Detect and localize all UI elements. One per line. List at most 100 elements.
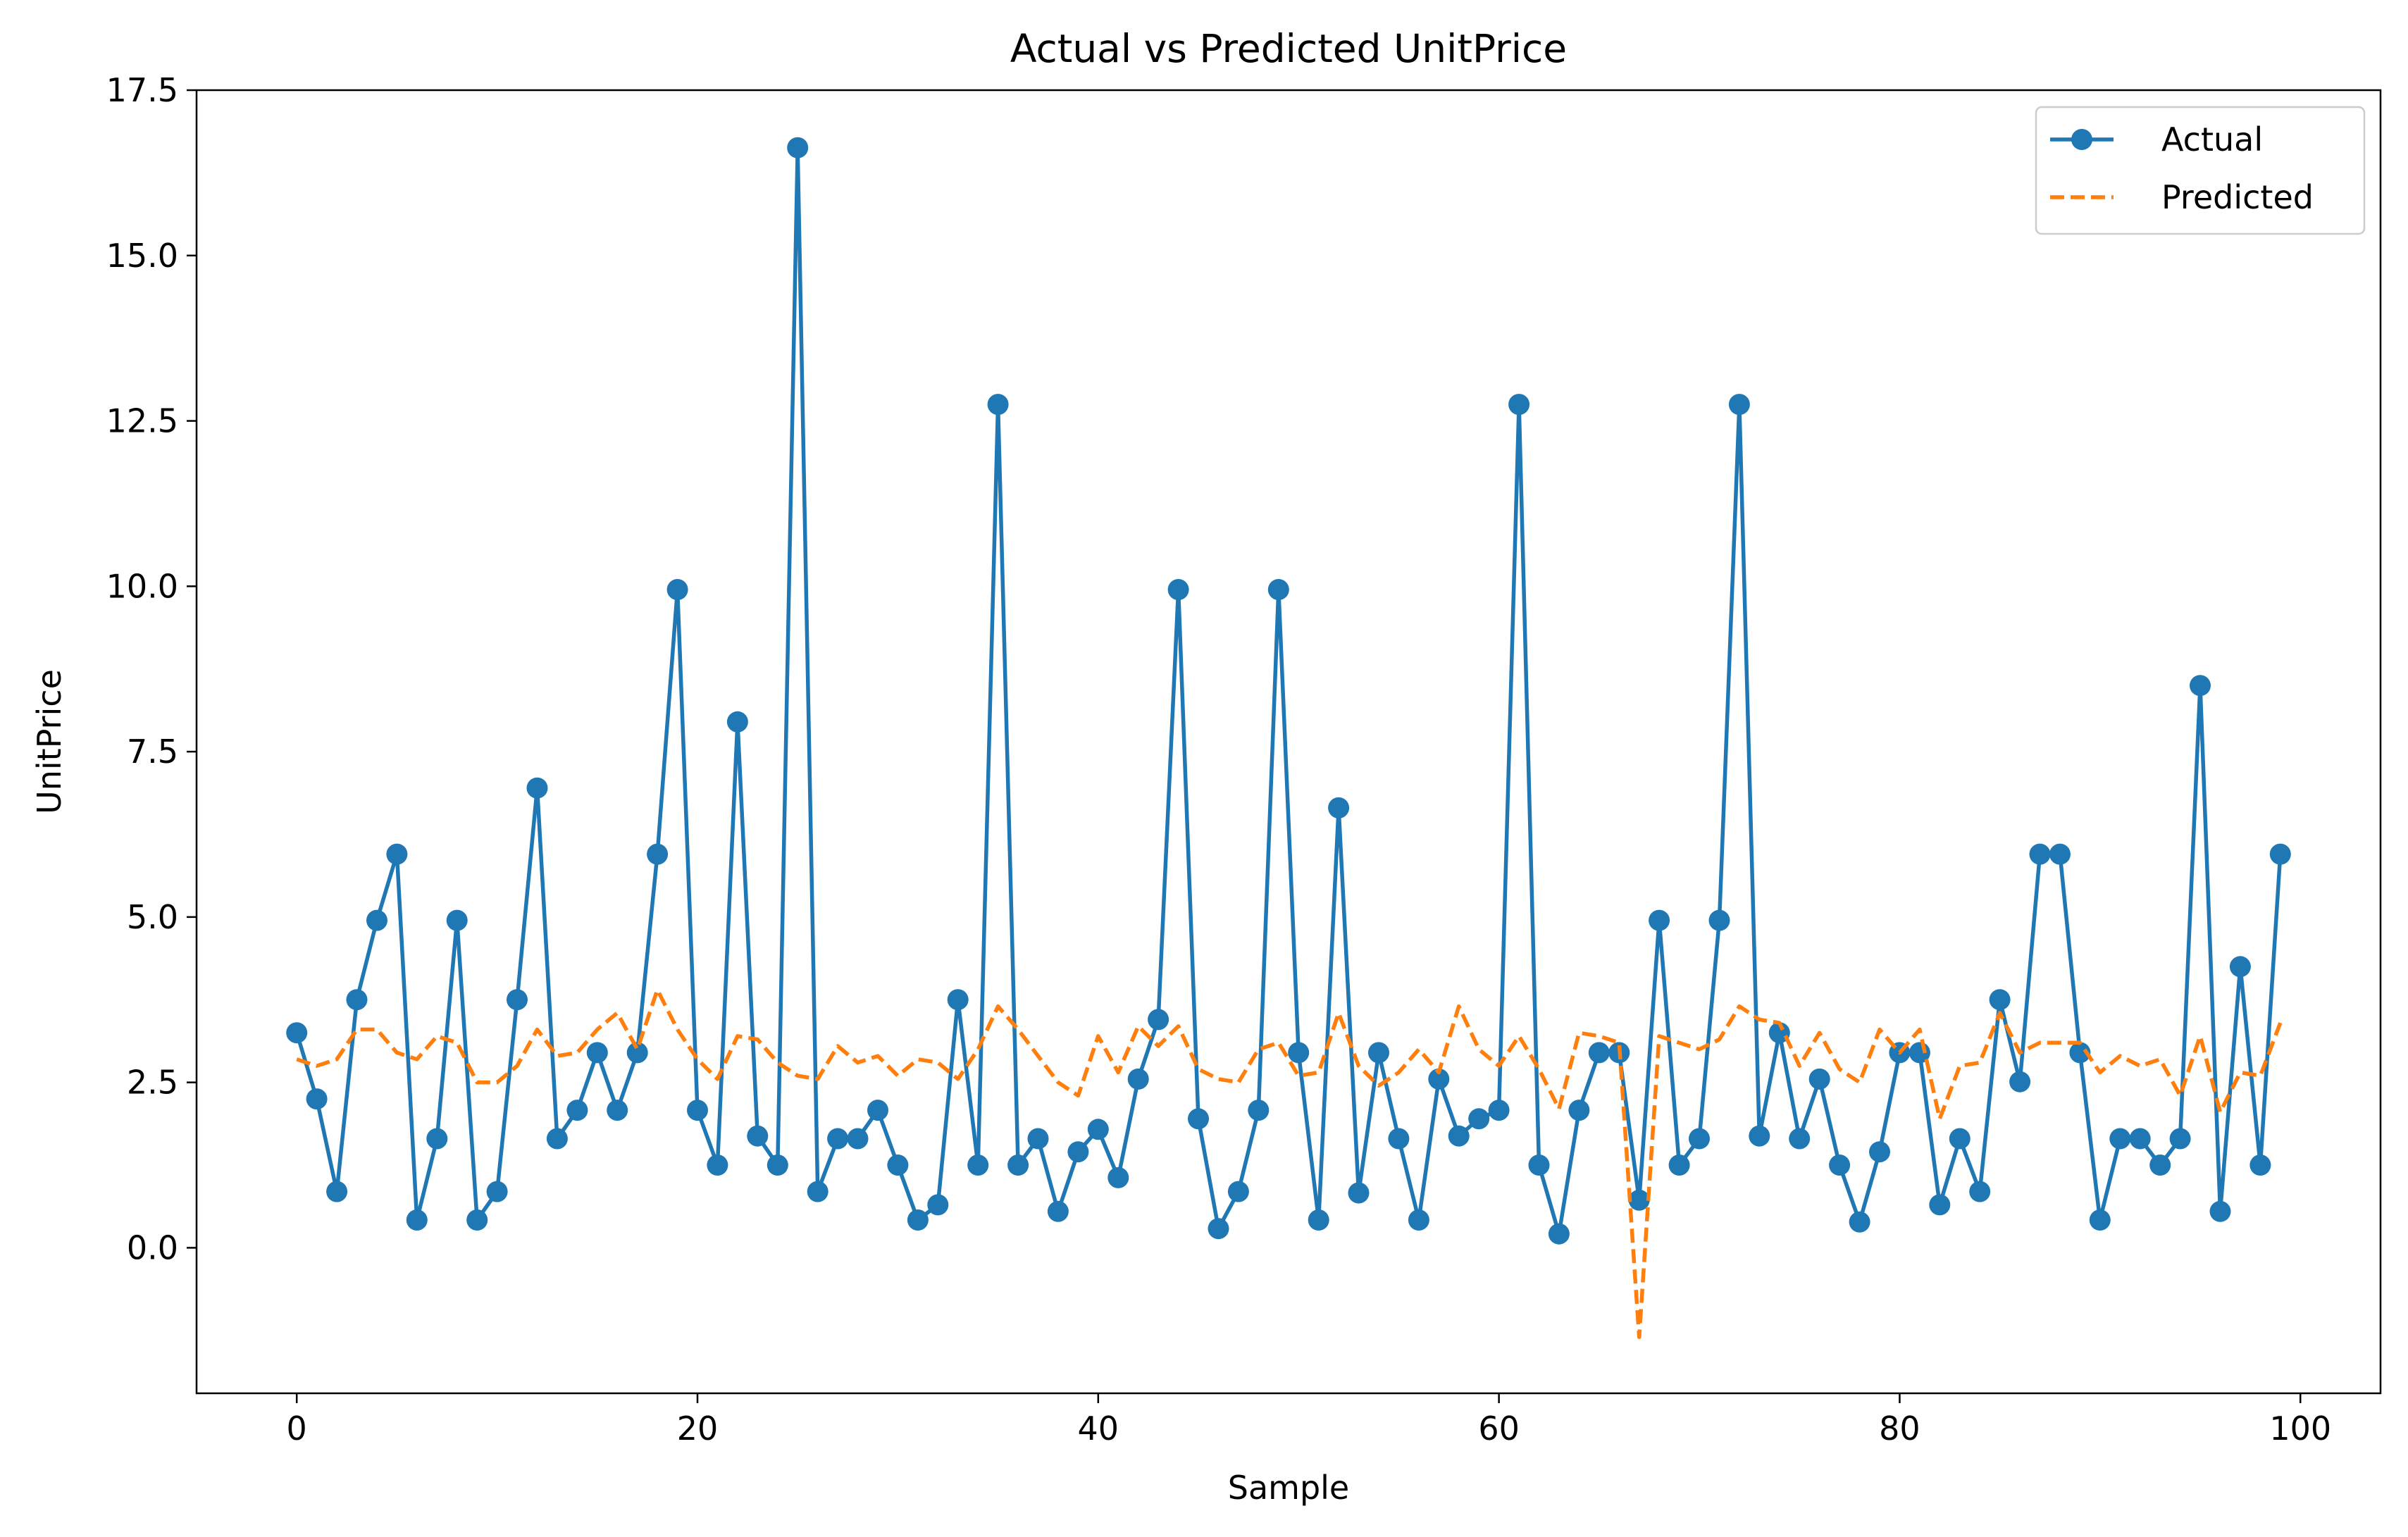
actual-point (586, 1042, 608, 1064)
actual-point (486, 1181, 508, 1202)
actual-point (1227, 1181, 1249, 1202)
actual-point (566, 1100, 588, 1121)
actual-point (526, 777, 548, 799)
actual-point (1148, 1009, 1169, 1031)
actual-point (2269, 843, 2291, 865)
actual-point (1508, 394, 1530, 416)
series-actual-line (294, 145, 2283, 1236)
actual-point (2249, 1155, 2271, 1176)
legend-box (2035, 106, 2366, 235)
actual-point (446, 909, 468, 931)
series-layer (286, 137, 2291, 1339)
y-tick-label: 12.5 (106, 402, 178, 440)
actual-point (1568, 1100, 1590, 1121)
actual-point (1969, 1181, 1991, 1202)
actual-point (847, 1128, 869, 1150)
x-tick-label: 20 (677, 1410, 719, 1448)
actual-point (1388, 1128, 1410, 1150)
actual-point (1428, 1068, 1450, 1090)
actual-point (2129, 1128, 2151, 1150)
actual-point (346, 989, 368, 1011)
actual-point (1708, 909, 1730, 931)
actual-point (326, 1181, 348, 1202)
actual-point (1949, 1128, 1971, 1150)
actual-point (747, 1125, 769, 1147)
actual-point (1649, 909, 1670, 931)
actual-point (1127, 1068, 1149, 1090)
actual-point (1448, 1125, 1470, 1147)
x-tick-label: 40 (1078, 1410, 1119, 1448)
x-tick-label: 0 (287, 1410, 307, 1448)
actual-point (687, 1100, 708, 1121)
actual-point (887, 1155, 909, 1176)
actual-point (1308, 1209, 1329, 1231)
y-axis-ticks: 0.0 2.5 5.0 7.5 10.0 12.5 15.0 17.5 (106, 71, 197, 1267)
actual-point (666, 579, 688, 600)
actual-point (2029, 843, 2051, 865)
actual-point (987, 394, 1009, 416)
actual-point (2229, 956, 2251, 978)
plot-frame (195, 89, 2382, 1395)
y-tick-label: 5.0 (127, 898, 178, 936)
actual-point (1808, 1068, 1830, 1090)
actual-point (1288, 1042, 1310, 1064)
actual-point (1208, 1218, 1229, 1240)
y-tick-label: 0.0 (127, 1228, 178, 1267)
actual-point (306, 1088, 328, 1110)
actual-point (406, 1209, 428, 1231)
y-tick-label: 7.5 (127, 733, 178, 771)
actual-point (2069, 1042, 2091, 1064)
actual-point (366, 909, 387, 931)
legend-actual-marker (2071, 129, 2092, 150)
actual-point (1989, 989, 2011, 1011)
actual-point (1869, 1141, 1890, 1163)
actual-point (1829, 1155, 1851, 1176)
actual-point (2149, 1155, 2171, 1176)
legend: Actual Predicted (2035, 106, 2366, 235)
actual-point (1267, 579, 1289, 600)
actual-point (827, 1128, 849, 1150)
y-tick-label: 15.0 (106, 237, 178, 275)
actual-point (1107, 1166, 1129, 1188)
actual-point (1087, 1119, 1109, 1140)
y-tick-label: 17.5 (106, 71, 178, 109)
actual-point (1408, 1209, 1429, 1231)
y-tick-label: 10.0 (106, 567, 178, 605)
actual-point (1849, 1211, 1870, 1233)
actual-point (546, 1128, 568, 1150)
chart-title: Actual vs Predicted UnitPrice (1010, 26, 1567, 71)
actual-point (707, 1155, 728, 1176)
actual-point (2009, 1071, 2031, 1093)
actual-point (1067, 1141, 1089, 1163)
actual-point (466, 1209, 488, 1231)
y-axis-title: UnitPrice (30, 669, 68, 814)
actual-point (867, 1100, 888, 1121)
actual-point (1749, 1125, 1770, 1147)
actual-point (1047, 1200, 1069, 1222)
actual-point (626, 1042, 648, 1064)
actual-point (507, 989, 528, 1011)
actual-point (1328, 797, 1350, 819)
actual-point (1689, 1128, 1710, 1150)
series-predicted-line (296, 988, 2283, 1339)
actual-point (1027, 1128, 1049, 1150)
actual-point (1528, 1155, 1550, 1176)
actual-point (807, 1181, 828, 1202)
actual-point (787, 137, 809, 158)
actual-point (1007, 1155, 1029, 1176)
x-tick-label: 100 (2269, 1410, 2331, 1448)
y-tick-label: 2.5 (127, 1064, 178, 1102)
actual-point (1668, 1155, 1690, 1176)
actual-point (647, 843, 669, 865)
x-axis-title: Sample (1228, 1469, 1349, 1507)
actual-point (2209, 1200, 2231, 1222)
actual-point (1929, 1194, 1951, 1216)
actual-point (1628, 1189, 1650, 1211)
actual-point (426, 1128, 448, 1150)
actual-point (947, 989, 969, 1011)
actual-point (967, 1155, 989, 1176)
actual-point (1789, 1128, 1811, 1150)
actual-point (767, 1155, 788, 1176)
